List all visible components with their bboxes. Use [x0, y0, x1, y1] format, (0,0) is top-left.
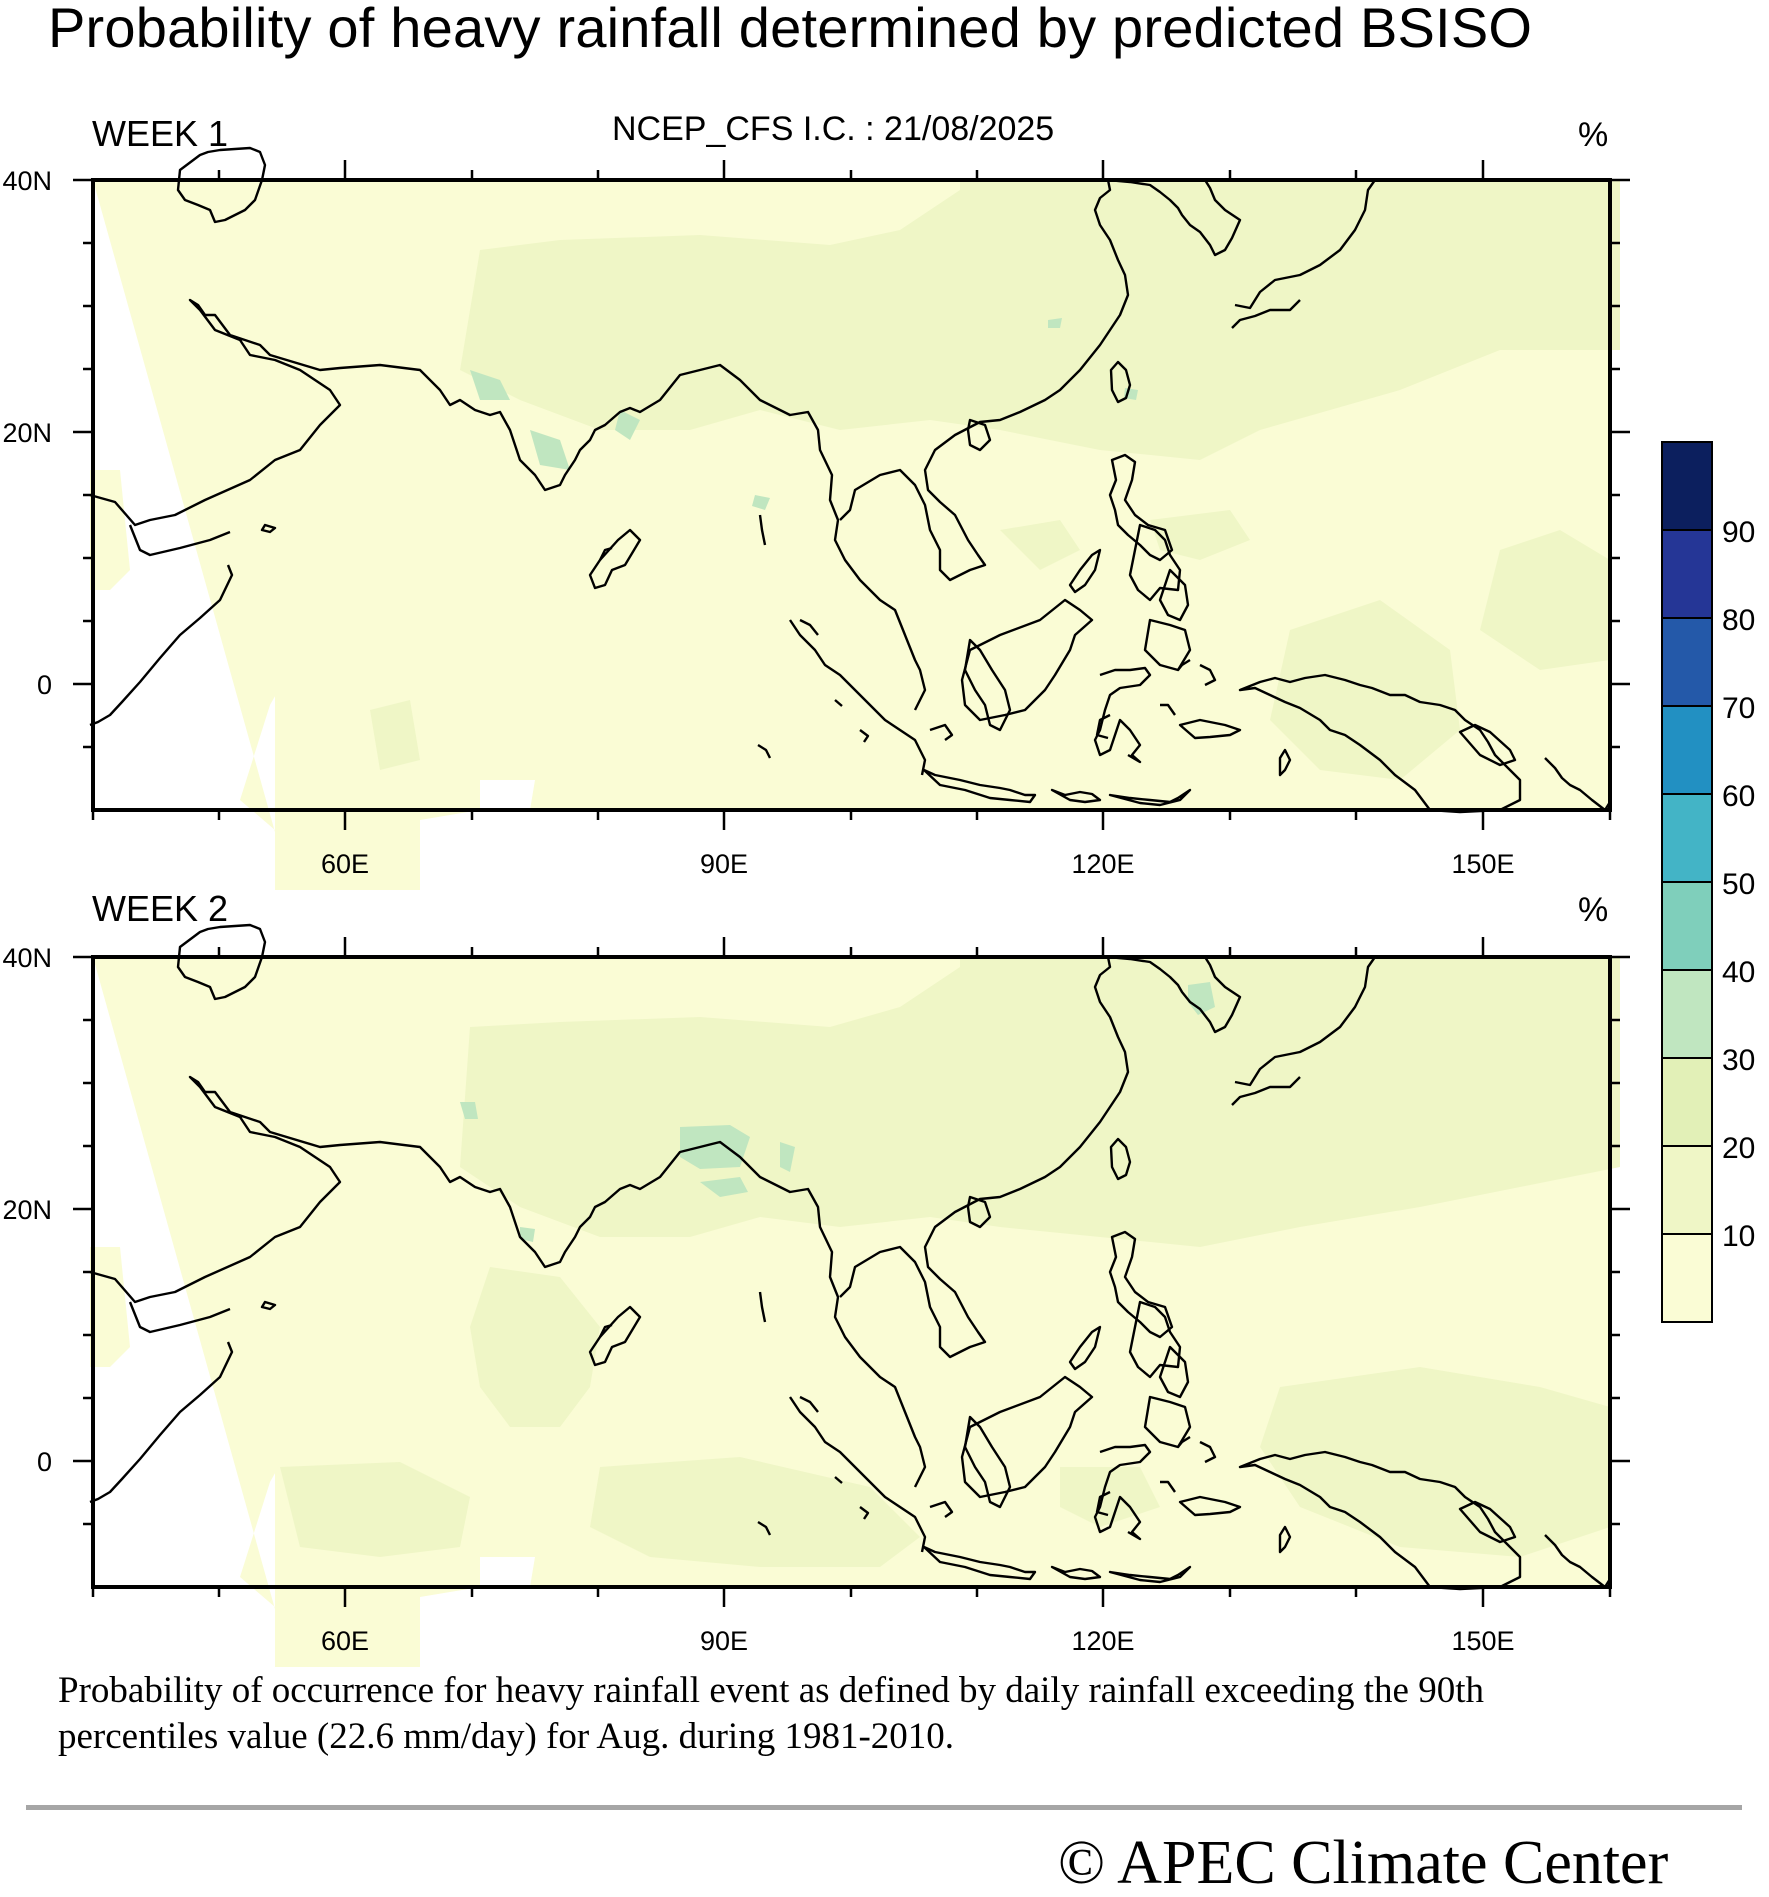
colorbar-swatch [1661, 1233, 1713, 1323]
week1-coastlines [89, 146, 1612, 814]
copyright-credit: © APEC Climate Center [1058, 1829, 1669, 1897]
lon-tick-label: 60E [321, 849, 369, 879]
lon-tick-label: 90E [700, 849, 748, 879]
caption-line-1: Probability of occurrence for heavy rain… [58, 1670, 1484, 1711]
week2-lat-labels: 40N 20N 0 [2, 943, 52, 1477]
colorbar-level-label: 80 [1722, 604, 1755, 637]
lat-tick-label: 20N [2, 418, 52, 448]
colorbar-level-label: 50 [1722, 868, 1755, 901]
lat-tick-label: 20N [2, 1195, 52, 1225]
initial-condition-label: NCEP_CFS I.C. : 21/08/2025 [612, 110, 1055, 148]
lon-tick-label: 60E [321, 1626, 369, 1656]
week2-coastlines [89, 923, 1612, 1591]
week1-unit-label: % [1578, 116, 1609, 154]
colorbar-level-label: 10 [1722, 1220, 1755, 1253]
week1-ticks [73, 160, 1630, 830]
colorbar-level-label: 90 [1722, 516, 1755, 549]
colorbar: 10 20 30 40 50 60 70 80 90 [1661, 441, 1755, 1323]
week1-label: WEEK 1 [92, 113, 229, 154]
week1-lat-labels: 40N 20N 0 [2, 166, 52, 700]
colorbar-swatch [1661, 793, 1713, 883]
colorbar-swatch [1661, 529, 1713, 619]
week1-map: 60E 90E 120E 150E 40N 20N 0 [2, 146, 1630, 890]
week2-map: 60E 90E 120E 150E 40N 20N 0 [2, 923, 1630, 1667]
page-title: Probability of heavy rainfall determined… [48, 0, 1533, 59]
lon-tick-label: 90E [700, 1626, 748, 1656]
colorbar-swatch [1661, 617, 1713, 707]
week2-ticks [73, 937, 1630, 1607]
lat-tick-label: 0 [37, 670, 52, 700]
lat-tick-label: 40N [2, 166, 52, 196]
colorbar-swatch [1661, 441, 1713, 531]
lon-tick-label: 150E [1451, 849, 1514, 879]
colorbar-swatch [1661, 1057, 1713, 1147]
colorbar-level-label: 40 [1722, 956, 1755, 989]
week1-lon-labels: 60E 90E 120E 150E [321, 849, 1515, 879]
caption: Probability of occurrence for heavy rain… [58, 1668, 1738, 1760]
colorbar-swatch [1661, 1145, 1713, 1235]
lat-tick-label: 0 [37, 1447, 52, 1477]
colorbar-swatch [1661, 969, 1713, 1059]
week2-unit-label: % [1578, 891, 1609, 929]
week2-lon-labels: 60E 90E 120E 150E [321, 1626, 1515, 1656]
colorbar-level-label: 30 [1722, 1044, 1755, 1077]
week2-label: WEEK 2 [92, 888, 229, 929]
lon-tick-label: 150E [1451, 1626, 1514, 1656]
colorbar-level-label: 70 [1722, 692, 1755, 725]
lon-tick-label: 120E [1071, 1626, 1134, 1656]
lon-tick-label: 120E [1071, 849, 1134, 879]
week2-field [90, 957, 1620, 1667]
colorbar-labels: 10 20 30 40 50 60 70 80 90 [1722, 516, 1755, 1253]
footer-divider [26, 1805, 1742, 1810]
colorbar-level-label: 20 [1722, 1132, 1755, 1165]
colorbar-boxes [1661, 441, 1713, 1323]
caption-line-2: percentiles value (22.6 mm/day) for Aug.… [58, 1716, 955, 1757]
colorbar-swatch [1661, 881, 1713, 971]
colorbar-level-label: 60 [1722, 780, 1755, 813]
week1-field [90, 180, 1620, 890]
colorbar-swatch [1661, 705, 1713, 795]
lat-tick-label: 40N [2, 943, 52, 973]
